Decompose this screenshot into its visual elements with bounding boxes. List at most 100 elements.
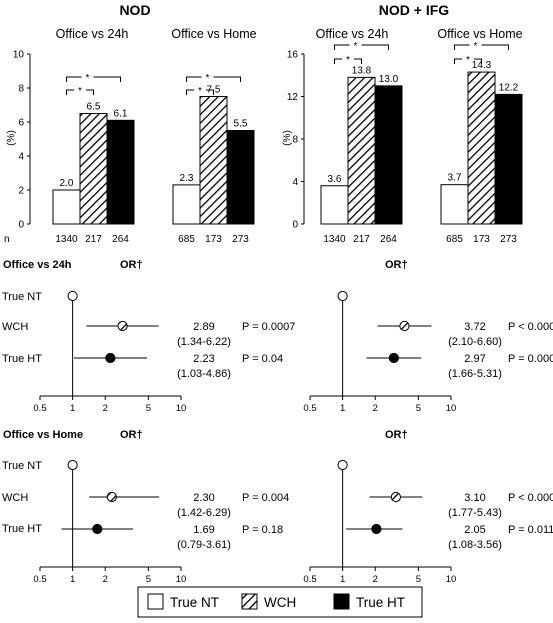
nod-sig-bracket-nt-ht-star: * bbox=[206, 73, 210, 84]
ifg-bar-value-label: 3.6 bbox=[328, 174, 342, 185]
ifg-n-value: 264 bbox=[380, 234, 397, 245]
forest-nod-home-or-value: 1.69 bbox=[193, 524, 214, 536]
forest-ifg-24h-point-true-nt bbox=[337, 290, 348, 302]
forest-nod-home-point-true-ht bbox=[92, 523, 103, 535]
ifg-y-tick-label: 0 bbox=[292, 220, 298, 231]
ifg-sig-bracket-nt-ht bbox=[454, 44, 509, 50]
legend-swatch-true-nt bbox=[147, 593, 164, 610]
nod-y-tick-label: 2 bbox=[18, 186, 24, 197]
title-nod: NOD bbox=[119, 2, 150, 18]
nod-bar-value-label: 6.1 bbox=[114, 108, 128, 119]
nod-bar-true-ht bbox=[226, 130, 255, 225]
nod-sig-bracket-nt-ht bbox=[186, 76, 241, 82]
forest-nod-24h-p-value: P = 0.0007 bbox=[242, 321, 295, 333]
ifg-y-tick-label: 12 bbox=[287, 92, 299, 103]
forest-row-label-24h-true-ht: True HT bbox=[2, 353, 42, 365]
nod-bar-value-label: 6.5 bbox=[87, 102, 101, 113]
ifg-n-value: 1340 bbox=[323, 234, 346, 245]
nod-n-value: 264 bbox=[112, 234, 129, 245]
ifg-y-tick-label: 8 bbox=[292, 135, 298, 146]
legend-label-true-nt: True NT bbox=[170, 595, 219, 610]
forest-ifg-home-ci-value: (1.08-3.56) bbox=[448, 539, 502, 551]
forest-nod-24h-x-tick-label: 5 bbox=[146, 403, 151, 414]
ifg-bar-true-ht bbox=[374, 85, 403, 225]
forest-nod-24h-point-true-nt bbox=[67, 290, 78, 302]
forest-nod-24h-ci-value: (1.03-4.86) bbox=[177, 368, 231, 380]
nod-bar-value-label: 2.0 bbox=[60, 178, 74, 189]
nod-bar-true-nt bbox=[172, 184, 201, 225]
bar-group-label-ifg-24h: Office vs 24h bbox=[316, 27, 389, 41]
ifg-n-value: 173 bbox=[473, 234, 490, 245]
ifg-bar-true-nt bbox=[320, 185, 349, 225]
nod-n-value: 217 bbox=[85, 234, 102, 245]
ifg-sig-bracket-nt-wch-star: * bbox=[466, 55, 470, 66]
nod-y-tick-label: 4 bbox=[18, 152, 24, 163]
bar-group-label-ifg-home: Office vs Home bbox=[437, 27, 522, 41]
legend-label-true-ht: True HT bbox=[356, 595, 405, 610]
legend: True NT WCH True HT bbox=[137, 586, 423, 618]
forest-nod-home-ci-value: (0.79-3.61) bbox=[177, 539, 231, 551]
nod-bar-true-nt bbox=[52, 189, 81, 225]
forest-ifg-24h-point-true-ht bbox=[388, 352, 399, 364]
nod-n-value: 1340 bbox=[55, 234, 78, 245]
forest-ifg-home-point-true-nt bbox=[337, 459, 348, 471]
nod-sig-bracket-nt-ht bbox=[66, 76, 121, 82]
forest-ifg-24h-or-value: 2.97 bbox=[464, 353, 485, 365]
ifg-bar-value-label: 14.3 bbox=[472, 60, 492, 71]
forest-nod-home-p-value: P = 0.18 bbox=[242, 524, 283, 536]
forest-nod-24h-x-tick-label: 2 bbox=[103, 403, 108, 414]
ifg-y-tick-label: 4 bbox=[292, 177, 298, 188]
forest-nod-home: 0.5 1 2 5 10 2.30 (1.42-6.29) P = 0.004 1.69 (0.7… bbox=[33, 459, 289, 585]
forest-nod-home-x-tick-label: 0.5 bbox=[33, 574, 46, 585]
nod-bar-wch bbox=[199, 96, 228, 225]
ifg-bar-value-label: 13.0 bbox=[379, 74, 399, 85]
legend-swatch-true-ht bbox=[333, 593, 350, 610]
forest-nod-home-x-tick-label: 1 bbox=[70, 574, 75, 585]
nod-y-tick-label: 10 bbox=[13, 50, 25, 61]
nod-n-value: 173 bbox=[205, 234, 222, 245]
nod-sig-bracket-nt-wch-star: * bbox=[78, 86, 82, 97]
nod-sig-bracket-nt-wch-star: * bbox=[198, 86, 202, 97]
forest-ifg-home-or-value: 2.05 bbox=[464, 524, 485, 536]
ifg-bar-true-ht bbox=[494, 93, 523, 225]
nod-sig-bracket-nt-ht-star: * bbox=[86, 73, 90, 84]
forest-ifg-home-x-tick-label: 1 bbox=[340, 574, 345, 585]
forest-ifg-home-point-wch bbox=[390, 491, 401, 503]
forest-row-label-24h-true-nt: True NT bbox=[2, 291, 42, 303]
ifg-n-value: 685 bbox=[446, 234, 463, 245]
forest-ifg-24h-x-tick-label: 5 bbox=[416, 403, 421, 414]
ifg-sig-bracket-nt-wch bbox=[334, 58, 362, 64]
nod-sig-bracket-nt-wch bbox=[66, 89, 94, 95]
forest-ifg-24h-p-value: P = 0.0003 bbox=[508, 353, 553, 365]
forest-nod-home-x-tick-label: 2 bbox=[103, 574, 108, 585]
nod-bar-wch bbox=[79, 113, 108, 225]
forest-nod-24h: 0.5 1 2 5 10 2.89 (1.34-6.22) P = 0.0007 2.23 (1.… bbox=[33, 290, 295, 414]
nod-y-tick-label: 6 bbox=[18, 118, 24, 129]
forest-row-label-24h-wch: WCH bbox=[2, 321, 28, 333]
forest-ifg-home-x-tick-label: 10 bbox=[446, 574, 457, 585]
forest-ifg-home-x-tick-label: 0.5 bbox=[303, 574, 316, 585]
forest-nod-home-x-tick-label: 10 bbox=[176, 574, 187, 585]
forest-ifg-home-x-tick-label: 2 bbox=[373, 574, 378, 585]
forest-ifg-24h-ci-value: (1.66-5.31) bbox=[448, 368, 502, 380]
forest-ifg-home-x-tick-label: 5 bbox=[416, 574, 421, 585]
bar-chart-nod-ifg: 0 4 8 12 16 3.6 1340 13.8 217 13.0 264 * * 3.7 685 14.3… bbox=[287, 41, 523, 245]
forest-or-label-ifg-home: OR† bbox=[385, 429, 408, 441]
ifg-sig-bracket-nt-wch bbox=[454, 58, 482, 64]
bar-group-label-nod-home: Office vs Home bbox=[171, 27, 256, 41]
ifg-sig-bracket-nt-ht bbox=[334, 44, 389, 50]
ifg-sig-bracket-nt-wch-star: * bbox=[346, 55, 350, 66]
bar-ylabel-ifg: (%) bbox=[282, 130, 293, 146]
forest-nod-home-or-value: 2.30 bbox=[193, 492, 214, 504]
nod-bar-value-label: 5.5 bbox=[234, 119, 248, 130]
forest-ifg-home-point-true-ht bbox=[371, 523, 382, 535]
forest-ifg-24h-x-tick-label: 0.5 bbox=[303, 403, 316, 414]
forest-nod-home-p-value: P = 0.004 bbox=[242, 492, 289, 504]
nod-y-tick-label: 0 bbox=[18, 220, 24, 231]
forest-row-label-home-true-nt: True NT bbox=[2, 460, 42, 472]
legend-box bbox=[137, 586, 423, 618]
ifg-y-tick-label: 16 bbox=[287, 50, 299, 61]
forest-ifg-home-or-value: 3.10 bbox=[464, 492, 485, 504]
forest-row-label-home-true-ht: True HT bbox=[2, 523, 42, 535]
